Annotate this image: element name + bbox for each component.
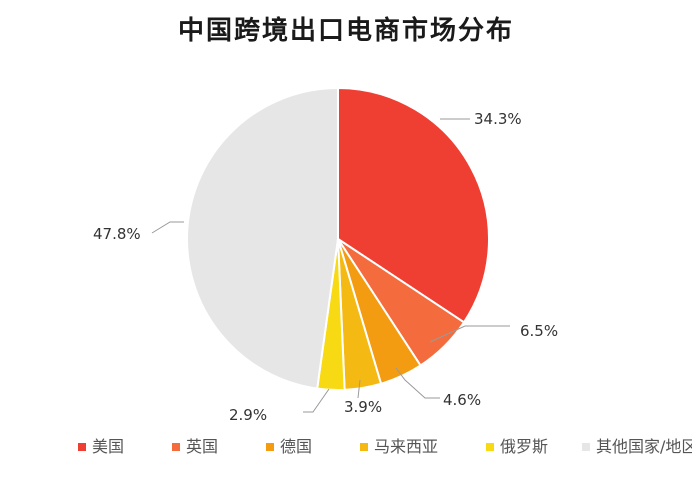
legend-swatch-2 xyxy=(172,443,180,451)
legend-item-3: 德国 xyxy=(266,437,312,456)
data-label-5: 2.9% xyxy=(229,406,267,424)
legend-label-3: 德国 xyxy=(280,437,312,456)
data-label-4: 3.9% xyxy=(344,398,382,416)
legend-label-5: 俄罗斯 xyxy=(500,437,548,456)
legend-swatch-4 xyxy=(360,443,368,451)
data-label-6: 47.8% xyxy=(93,225,141,243)
legend-item-2: 英国 xyxy=(172,437,218,456)
data-label-3: 4.6% xyxy=(443,391,481,409)
leader-line-2 xyxy=(429,325,510,343)
legend-label-1: 美国 xyxy=(92,437,124,456)
legend-swatch-3 xyxy=(266,443,274,451)
leader-line-4 xyxy=(357,379,361,399)
legend-label-2: 英国 xyxy=(186,437,218,456)
leader-line-6 xyxy=(151,221,184,234)
legend-swatch-1 xyxy=(78,443,86,451)
legend-item-6: 其他国家/地区 xyxy=(582,437,692,456)
legend-label-4: 马来西亚 xyxy=(374,437,438,456)
chart-title: 中国跨境出口电商市场分布 xyxy=(177,16,514,46)
leader-line-3 xyxy=(395,367,440,399)
legend-item-5: 俄罗斯 xyxy=(486,437,548,456)
leader-line-5 xyxy=(303,388,330,413)
legend-item-4: 马来西亚 xyxy=(360,437,438,456)
data-label-2: 6.5% xyxy=(520,322,558,340)
legend-swatch-6 xyxy=(582,443,590,451)
data-label-1: 34.3% xyxy=(474,110,522,128)
legend-item-1: 美国 xyxy=(78,437,124,456)
pie-slice-6 xyxy=(186,86,339,390)
legend-label-6: 其他国家/地区 xyxy=(596,437,692,456)
legend-swatch-5 xyxy=(486,443,494,451)
